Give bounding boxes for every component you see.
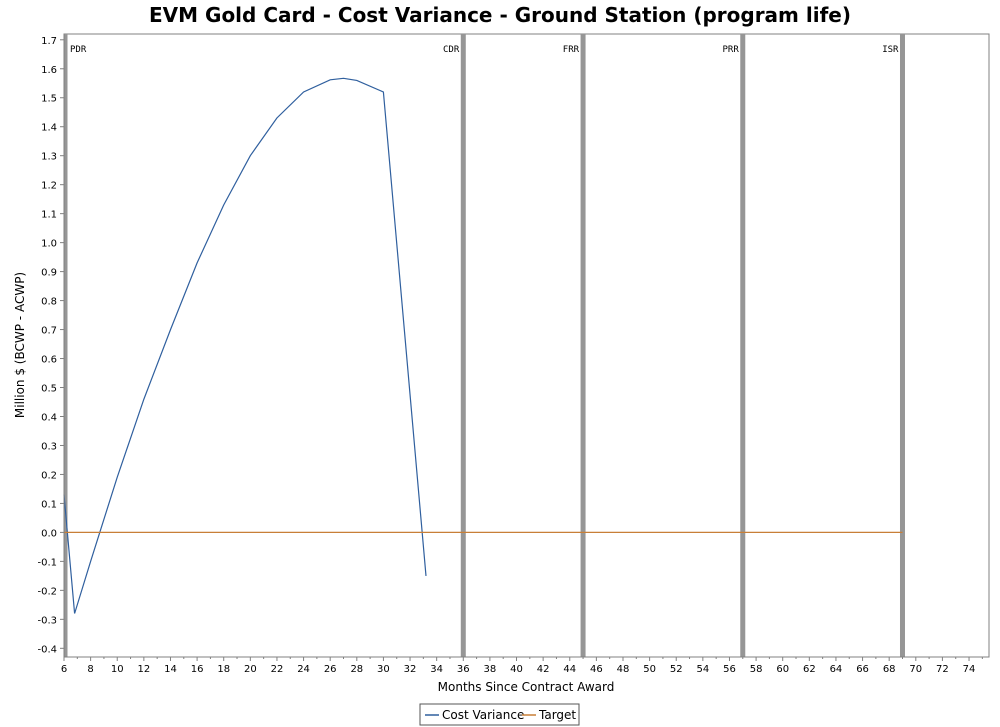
y-tick-label: 0.4 xyxy=(41,412,57,423)
x-tick-label: 52 xyxy=(670,664,683,675)
y-tick-label: 0.7 xyxy=(41,326,57,337)
x-tick-label: 60 xyxy=(776,664,789,675)
x-tick-label: 34 xyxy=(430,664,443,675)
milestone-label-frr: FRR xyxy=(563,45,580,55)
milestone-label-pdr: PDR xyxy=(70,45,87,55)
y-tick-label: 1.4 xyxy=(41,123,57,134)
y-tick-label: 0.0 xyxy=(41,528,57,539)
series-layer xyxy=(63,77,903,614)
x-tick-label: 6 xyxy=(61,664,67,675)
x-tick-label: 68 xyxy=(883,664,896,675)
x-tick-label: 48 xyxy=(617,664,630,675)
x-tick-label: 42 xyxy=(537,664,550,675)
milestone-label-cdr: CDR xyxy=(443,45,460,55)
x-tick-label: 44 xyxy=(563,664,576,675)
y-tick-label: -0.2 xyxy=(37,586,57,597)
x-tick-label: 56 xyxy=(723,664,736,675)
x-tick-label: 26 xyxy=(324,664,337,675)
x-tick-label: 64 xyxy=(830,664,843,675)
legend-label-target: Target xyxy=(538,708,576,722)
y-tick-label: -0.4 xyxy=(37,644,57,655)
y-axis-label: Million $ (BCWP - ACWP) xyxy=(13,272,27,418)
x-tick-label: 30 xyxy=(377,664,390,675)
x-tick-label: 20 xyxy=(244,664,257,675)
x-tick-label: 62 xyxy=(803,664,816,675)
x-tick-label: 70 xyxy=(909,664,922,675)
legend-box xyxy=(419,703,580,726)
x-tick-label: 38 xyxy=(484,664,497,675)
y-tick-label: 1.2 xyxy=(41,181,57,192)
plot-area: PDR CDR FRR PRR ISR xyxy=(63,33,990,658)
x-axis-label: Months Since Contract Award xyxy=(438,680,615,694)
y-tick-label: 1.0 xyxy=(41,239,57,250)
milestone-layer: PDR CDR FRR PRR ISR xyxy=(64,34,905,657)
x-tick-label: 16 xyxy=(191,664,204,675)
y-tick-label: 0.2 xyxy=(41,470,57,481)
x-tick-label: 22 xyxy=(271,664,284,675)
x-tick-label: 46 xyxy=(590,664,603,675)
series-line-cost-variance xyxy=(63,77,427,614)
y-tick-label: -0.1 xyxy=(37,557,57,568)
y-tick-label: 1.6 xyxy=(41,65,57,76)
x-tick-label: 40 xyxy=(510,664,523,675)
x-tick-label: 54 xyxy=(696,664,709,675)
x-tick-label: 28 xyxy=(350,664,363,675)
milestone-label-isr: ISR xyxy=(882,45,899,55)
y-tick-label: -0.3 xyxy=(37,615,57,626)
x-tick-label: 50 xyxy=(643,664,656,675)
x-tick-label: 74 xyxy=(963,664,976,675)
x-axis: 6 8 10 12 14 16 18 20 22 24 26 28 30 32 34 36 38 40 42 44 46… xyxy=(61,656,989,675)
chart-title: EVM Gold Card - Cost Variance - Ground S… xyxy=(149,3,851,27)
y-tick-label: 0.8 xyxy=(41,297,57,308)
x-tick-label: 18 xyxy=(217,664,230,675)
x-tick-label: 8 xyxy=(87,664,93,675)
x-tick-label: 24 xyxy=(297,664,310,675)
x-tick-label: 10 xyxy=(111,664,124,675)
legend-label-cost-variance: Cost Variance xyxy=(442,708,524,722)
y-tick-label: 1.7 xyxy=(41,36,57,47)
y-tick-label: 0.6 xyxy=(41,355,57,366)
y-tick-label: 1.5 xyxy=(41,94,57,105)
y-tick-label: 0.3 xyxy=(41,441,57,452)
y-tick-label: 0.5 xyxy=(41,384,57,395)
x-tick-label: 72 xyxy=(936,664,949,675)
y-tick-label: 0.1 xyxy=(41,499,57,510)
milestone-label-prr: PRR xyxy=(723,45,740,55)
y-axis: -0.4 -0.3 -0.2 -0.1 0.0 0.1 0.2 0.3 0.4 0.5 0.6 0.7… xyxy=(37,34,65,657)
plot-background xyxy=(63,33,990,658)
y-tick-label: 1.3 xyxy=(41,152,57,163)
x-tick-label: 12 xyxy=(137,664,150,675)
y-tick-label: 1.1 xyxy=(41,210,57,221)
y-tick-label: 0.9 xyxy=(41,268,57,279)
x-tick-label: 58 xyxy=(750,664,763,675)
x-tick-label: 66 xyxy=(856,664,869,675)
x-tick-label: 36 xyxy=(457,664,470,675)
legend: Cost Variance Target xyxy=(419,703,580,726)
x-tick-label: 14 xyxy=(164,664,177,675)
x-tick-label: 32 xyxy=(404,664,417,675)
